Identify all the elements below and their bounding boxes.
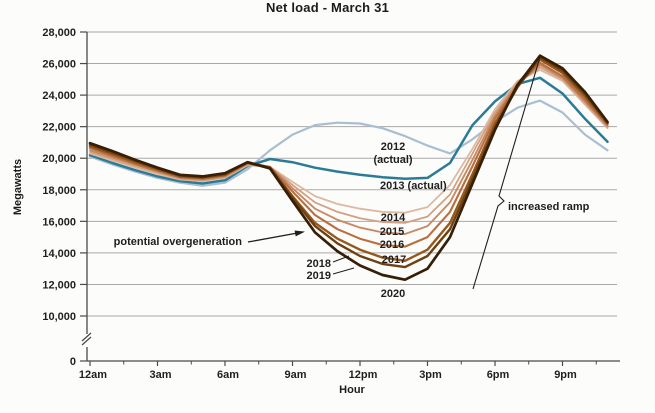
y-tick-label-20,000: 20,000 bbox=[42, 153, 76, 165]
annotation-overgeneration: potential overgeneration bbox=[114, 236, 243, 248]
series-label-2020: 2020 bbox=[381, 288, 405, 300]
axis-break-slash bbox=[81, 336, 92, 346]
annotation-arrow-head bbox=[294, 230, 305, 237]
series-label-2016: 2016 bbox=[380, 239, 404, 251]
series-label-2019: 2019 bbox=[307, 270, 331, 282]
y-tick-label-22,000: 22,000 bbox=[42, 122, 76, 134]
x-tick-label-9pm: 9pm bbox=[554, 369, 577, 381]
label-leader-line bbox=[332, 255, 350, 263]
y-tick-label-12,000: 12,000 bbox=[42, 279, 76, 291]
y-tick-label-10,000: 10,000 bbox=[42, 311, 76, 323]
x-tick-label-6am: 6am bbox=[217, 369, 239, 381]
x-tick-label-6pm: 6pm bbox=[487, 369, 510, 381]
series-label-2012: 2012 bbox=[381, 141, 405, 153]
annotation-ramp-line bbox=[472, 56, 541, 290]
axis-break-slash bbox=[81, 332, 92, 342]
x-tick-label-12pm: 12pm bbox=[349, 369, 378, 381]
label-leader-line bbox=[332, 267, 355, 275]
x-tick-label-3am: 3am bbox=[149, 369, 171, 381]
series-label-2017: 2017 bbox=[382, 254, 406, 266]
chart-title: Net load - March 31 bbox=[266, 0, 389, 15]
y-tick-label-26,000: 26,000 bbox=[42, 59, 76, 71]
series-label-2015: 2015 bbox=[380, 226, 404, 238]
series-label-actual: (actual) bbox=[373, 154, 412, 166]
series-line-2012 bbox=[88, 99, 609, 187]
y-tick-label-0: 0 bbox=[70, 356, 76, 368]
series-label-2014: 2014 bbox=[381, 212, 406, 224]
annotation-ramp: increased ramp bbox=[508, 201, 590, 213]
annotation-arrow-line bbox=[247, 231, 304, 243]
y-tick-label-16,000: 16,000 bbox=[42, 216, 76, 228]
series-line-2020 bbox=[88, 54, 609, 282]
y-tick-label-14,000: 14,000 bbox=[42, 248, 76, 260]
series-line-2013 bbox=[88, 76, 609, 185]
y-tick-label-18,000: 18,000 bbox=[42, 185, 76, 197]
y-tick-label-28,000: 28,000 bbox=[42, 27, 76, 39]
y-tick-label-24,000: 24,000 bbox=[42, 90, 76, 102]
x-tick-label-12am: 12am bbox=[79, 369, 107, 381]
series-label-2018: 2018 bbox=[307, 258, 331, 270]
series-label-2013actual: 2013 (actual) bbox=[380, 180, 447, 192]
x-axis-title: Hour bbox=[339, 384, 365, 396]
x-tick-label-9am: 9am bbox=[284, 369, 306, 381]
x-tick-label-3pm: 3pm bbox=[419, 369, 442, 381]
